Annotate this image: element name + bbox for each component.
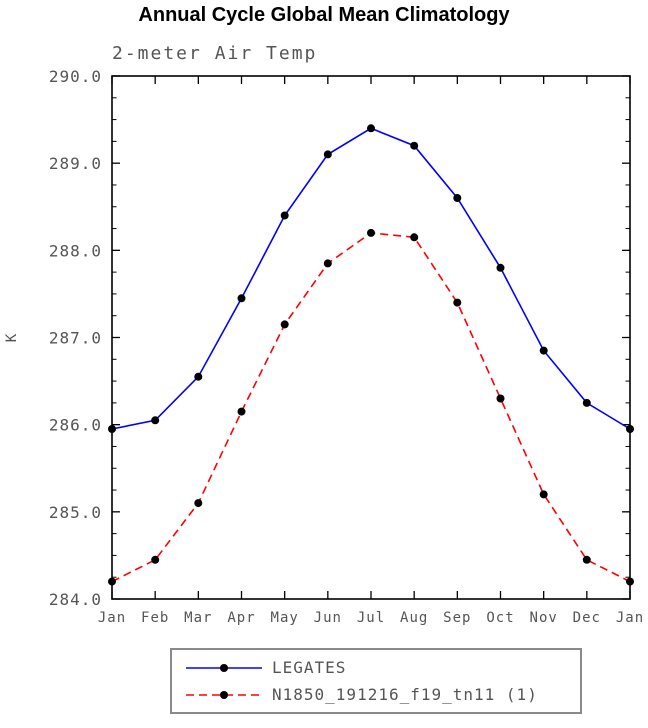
series-0-marker	[539, 346, 548, 355]
series-1-marker	[108, 577, 116, 586]
y-tick-label: 285.0	[49, 503, 102, 522]
series-1-marker	[410, 233, 419, 242]
y-tick-label: 284.0	[49, 590, 102, 609]
series-0-marker	[367, 124, 375, 133]
legend-marker	[220, 690, 228, 699]
x-tick-label: Mar	[184, 610, 212, 626]
x-tick-label: Sep	[443, 610, 471, 626]
series-1-marker	[151, 555, 160, 564]
x-tick-label: Jan	[98, 610, 126, 626]
y-tick-label: 287.0	[49, 329, 102, 348]
x-tick-label: Oct	[486, 610, 514, 626]
series-1-marker	[453, 298, 462, 307]
series-0-marker	[496, 263, 505, 272]
series-1-marker	[496, 394, 505, 403]
series-0-marker	[582, 398, 591, 407]
x-tick-label: Jun	[314, 610, 342, 626]
x-tick-label: Jul	[357, 610, 385, 626]
series-0-marker	[194, 372, 203, 381]
legend-label-model: N1850_191216_f19_tn11 (1)	[272, 685, 538, 704]
series-line-1	[111, 232, 631, 583]
legend-item-legates: LEGATES	[184, 654, 568, 681]
series-1-marker	[194, 499, 203, 508]
y-tick-label: 286.0	[49, 416, 102, 435]
legend-marker	[220, 663, 228, 672]
y-tick-label: 288.0	[49, 241, 102, 260]
series-1-marker	[582, 555, 591, 564]
series-0-marker	[626, 425, 634, 433]
y-tick-label: 289.0	[49, 154, 102, 173]
series-0-marker	[453, 194, 462, 202]
series-1-marker	[367, 228, 375, 237]
y-tick-label: 290.0	[49, 67, 102, 86]
series-0-marker	[410, 141, 419, 150]
x-tick-label: Nov	[530, 610, 558, 626]
series-1-marker	[539, 490, 548, 499]
x-tick-label: Jan	[616, 610, 644, 626]
chart-subtitle: 2-meter Air Temp	[112, 43, 318, 64]
series-0-marker	[151, 416, 160, 425]
series-1-marker	[626, 577, 634, 586]
legend-label-legates: LEGATES	[272, 658, 347, 677]
legend-swatch-dashed-line	[186, 690, 262, 699]
chart-title: Annual Cycle Global Mean Climatology	[138, 4, 510, 26]
x-tick-label: May	[271, 610, 299, 626]
series-1-marker	[237, 407, 246, 416]
x-tick-label: Dec	[573, 610, 601, 626]
series-0-marker	[323, 150, 332, 159]
x-tick-label: Apr	[227, 610, 255, 626]
series-1-marker	[323, 259, 332, 268]
series-0-marker	[237, 294, 246, 303]
series-1-marker	[280, 320, 289, 329]
x-tick-label: Feb	[141, 610, 169, 626]
series-line-0	[111, 127, 631, 430]
legend-item-model: N1850_191216_f19_tn11 (1)	[184, 681, 568, 708]
series-0-marker	[108, 425, 116, 433]
legend-box: LEGATES N1850_191216_f19_tn11 (1)	[170, 648, 582, 714]
series-0-marker	[280, 211, 289, 220]
plot-box	[111, 75, 631, 600]
x-tick-label: Aug	[400, 610, 428, 626]
legend-swatch-solid-line	[186, 663, 262, 672]
